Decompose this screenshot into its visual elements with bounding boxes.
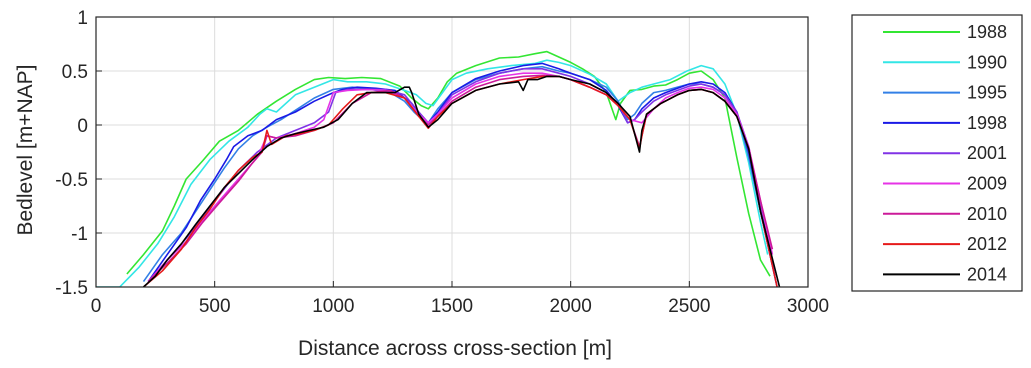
y-tick-label: 1 <box>77 8 88 29</box>
legend: 1988 1990 1995 1998 2001 2009 2010 2012 2014 <box>851 14 1023 292</box>
legend-label: 2001 <box>967 143 1007 163</box>
y-tick-label: -1 <box>71 224 88 245</box>
series-line-1990 <box>96 59 769 287</box>
x-tick-label: 0 <box>91 296 102 317</box>
y-tick-label: 0 <box>77 116 88 137</box>
x-tick-label: 2500 <box>668 296 710 317</box>
series-line-1998 <box>147 62 778 287</box>
x-tick-label: 500 <box>199 296 231 317</box>
x-tick-label: 1000 <box>312 296 354 317</box>
x-axis-title: Distance across cross-section [m] <box>298 337 612 360</box>
legend-label: 1988 <box>967 22 1007 42</box>
series-line-2014 <box>142 75 781 287</box>
legend-label: 2012 <box>967 234 1007 254</box>
y-tick-label: 0.5 <box>62 62 88 83</box>
x-tick-label: 3000 <box>787 296 829 317</box>
legend-label: 2010 <box>967 204 1007 224</box>
legend-label: 1995 <box>967 83 1007 103</box>
tick-labels: 0 500 1000 1500 2000 2500 3000 -1.5 -1 -0.5 0 0.5 1 <box>55 8 829 317</box>
y-axis-title: Bedlevel [m+NAP] <box>14 65 37 236</box>
series-lines <box>96 50 781 287</box>
legend-label: 1990 <box>967 52 1007 72</box>
x-tick-label: 2000 <box>550 296 592 317</box>
legend-label: 2009 <box>967 174 1007 194</box>
series-line-1988 <box>126 50 771 277</box>
y-tick-label: -0.5 <box>55 170 88 191</box>
y-tick-label: -1.5 <box>55 278 88 299</box>
x-tick-label: 1500 <box>431 296 473 317</box>
legend-label: 2014 <box>967 264 1007 284</box>
series-line-2010 <box>147 74 774 283</box>
legend-label: 1998 <box>967 113 1007 133</box>
legend-items: 1988 1990 1995 1998 2001 2009 2010 2012 2014 <box>883 22 1007 284</box>
grid <box>95 16 809 288</box>
